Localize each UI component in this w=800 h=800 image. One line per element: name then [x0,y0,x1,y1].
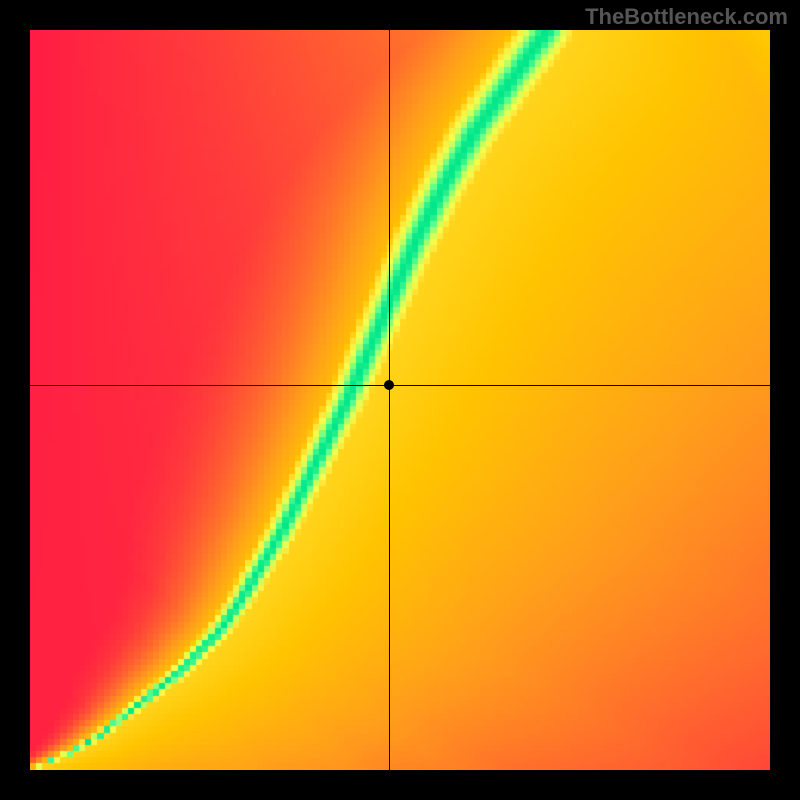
crosshair-horizontal [30,385,770,386]
crosshair-marker [384,380,394,390]
heatmap-canvas [30,30,770,770]
crosshair-vertical [389,30,390,770]
chart-container: TheBottleneck.com [0,0,800,800]
plot-area [30,30,770,770]
watermark-text: TheBottleneck.com [585,4,788,30]
